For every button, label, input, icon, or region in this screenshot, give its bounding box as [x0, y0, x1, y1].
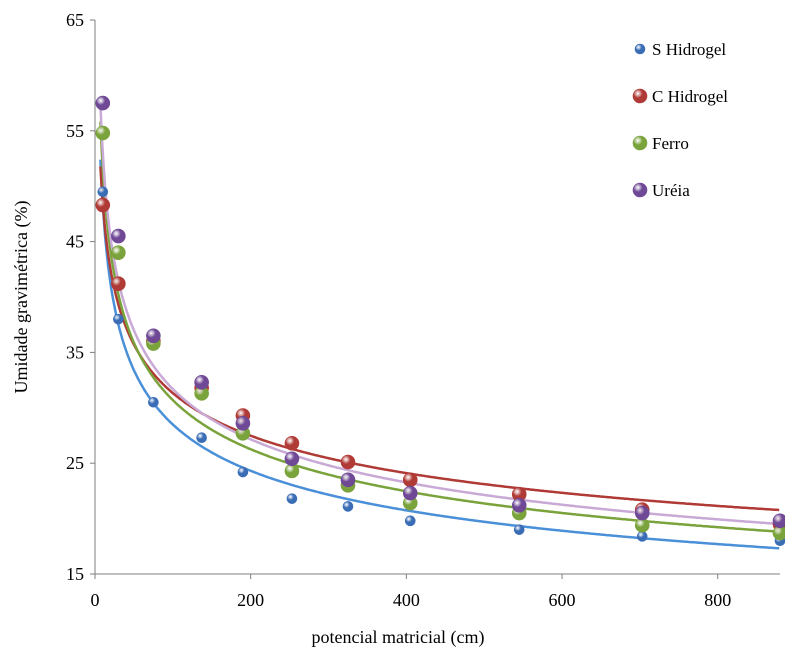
data-point — [773, 514, 785, 528]
y-tick-label: 65 — [66, 10, 84, 30]
y-tick-label: 55 — [66, 121, 84, 141]
data-point — [341, 473, 355, 487]
trendline — [100, 167, 779, 511]
data-point — [405, 516, 415, 526]
x-axis-ticks: 0 200 400 600 800 — [91, 574, 732, 610]
trendline — [100, 160, 779, 549]
trendlines — [100, 105, 779, 549]
y-axis-title: Umidade gravimétrica (%) — [11, 201, 32, 394]
data-point — [96, 96, 110, 110]
x-tick-label: 0 — [91, 590, 100, 610]
y-tick-label: 45 — [66, 232, 84, 252]
x-tick-label: 600 — [549, 590, 576, 610]
x-tick-label: 400 — [393, 590, 420, 610]
data-point — [773, 526, 785, 540]
y-axis-ticks: 15 25 35 45 55 65 — [66, 10, 95, 584]
data-point — [238, 467, 248, 477]
y-tick-label: 25 — [66, 453, 84, 473]
legend-marker — [633, 136, 647, 150]
legend-label: Ferro — [652, 134, 689, 153]
legend-label: C Hidrogel — [652, 87, 728, 106]
data-point — [635, 506, 649, 520]
data-point — [285, 452, 299, 466]
data-point — [96, 126, 110, 140]
data-point — [343, 501, 353, 511]
data-point — [637, 531, 647, 541]
data-point — [98, 187, 108, 197]
x-tick-label: 200 — [237, 590, 264, 610]
legend-marker — [633, 183, 647, 197]
x-tick-label: 800 — [704, 590, 731, 610]
data-point — [148, 397, 158, 407]
data-point — [111, 246, 125, 260]
data-point — [146, 329, 160, 343]
y-tick-label: 35 — [66, 342, 84, 362]
data-point — [111, 229, 125, 243]
data-point — [403, 473, 417, 487]
data-point — [96, 198, 110, 212]
data-point — [512, 498, 526, 512]
data-point — [197, 433, 207, 443]
data-point — [113, 314, 123, 324]
data-point — [287, 494, 297, 504]
data-point — [341, 455, 355, 469]
legend-marker — [633, 89, 647, 103]
legend-marker — [635, 44, 645, 54]
data-point — [236, 416, 250, 430]
trendline — [100, 105, 779, 524]
legend-label: Uréia — [652, 181, 690, 200]
data-point — [111, 277, 125, 291]
data-point — [285, 436, 299, 450]
data-point — [195, 375, 209, 389]
y-tick-label: 15 — [66, 564, 84, 584]
data-point — [403, 486, 417, 500]
data-point — [514, 525, 524, 535]
legend-label: S Hidrogel — [652, 40, 726, 59]
legend: S Hidrogel C Hidrogel Ferro Uréia — [633, 40, 728, 200]
x-axis-title: potencial matricial (cm) — [312, 627, 485, 648]
